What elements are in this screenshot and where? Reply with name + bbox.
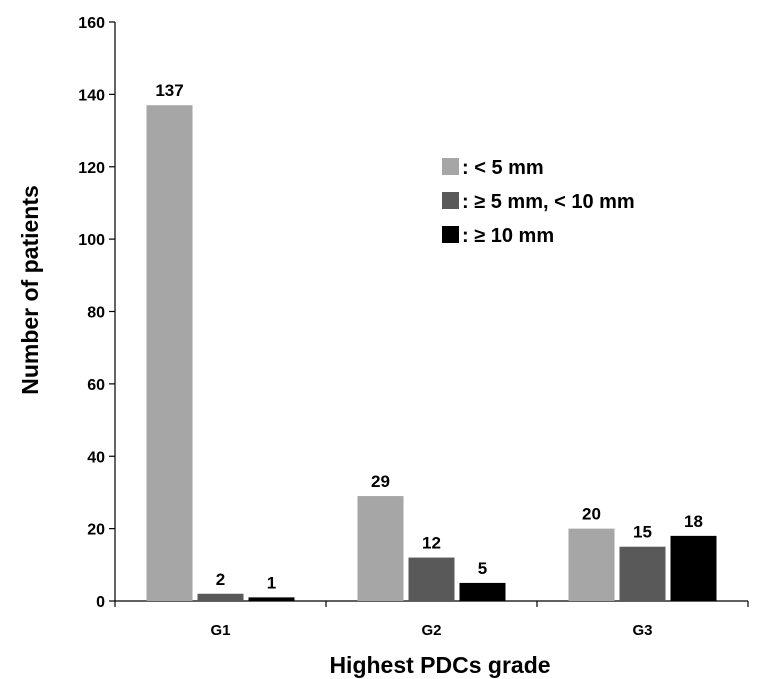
y-tick-label: 80 (87, 305, 105, 322)
x-axis-title: Highest PDCs grade (329, 652, 550, 678)
y-tick-label: 40 (87, 449, 105, 466)
y-tick-label: 140 (78, 87, 105, 104)
data-label: 137 (155, 81, 183, 100)
bar (459, 582, 506, 601)
bar (619, 546, 666, 601)
data-label: 15 (633, 523, 652, 542)
data-label: 29 (371, 472, 390, 491)
bars: 137 2 1 29 12 5 20 15 18 (146, 81, 717, 601)
y-axis: 0 20 40 60 80 100 120 140 160 (78, 15, 116, 611)
y-tick-label: 100 (78, 232, 105, 249)
bar (357, 496, 404, 601)
legend-label: : < 5 mm (462, 157, 544, 179)
data-label: 1 (267, 573, 276, 592)
legend-swatch (442, 158, 459, 175)
x-tick-label: G3 (632, 622, 652, 639)
data-label: 12 (422, 534, 441, 553)
legend-swatch (442, 226, 459, 243)
bar (146, 105, 193, 601)
bar (197, 593, 244, 601)
legend-swatch (442, 192, 459, 209)
y-axis-title: Number of patients (17, 185, 43, 395)
y-tick-label: 0 (96, 594, 105, 611)
y-tick-label: 20 (87, 522, 105, 539)
x-axis: G1 G2 G3 (114, 600, 749, 639)
bar (408, 557, 455, 601)
data-label: 2 (216, 570, 225, 589)
y-tick-label: 60 (87, 377, 105, 394)
x-tick-label: G1 (210, 622, 230, 639)
data-label: 5 (478, 559, 487, 578)
data-label: 18 (684, 512, 703, 531)
x-tick-label: G2 (421, 622, 441, 639)
y-tick-label: 120 (78, 160, 105, 177)
bar (568, 528, 615, 601)
legend-label: : ≥ 5 mm, < 10 mm (462, 191, 635, 213)
bar (248, 597, 295, 601)
bar (670, 535, 717, 601)
legend-label: : ≥ 10 mm (462, 225, 554, 247)
y-tick-label: 160 (78, 15, 105, 32)
legend: : < 5 mm : ≥ 5 mm, < 10 mm : ≥ 10 mm (442, 157, 635, 247)
data-label: 20 (582, 505, 601, 524)
